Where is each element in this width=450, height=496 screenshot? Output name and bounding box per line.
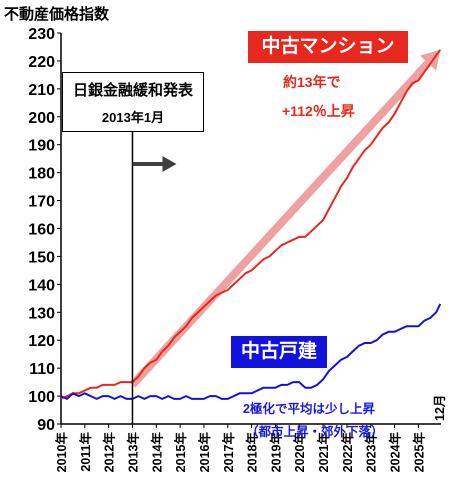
- mansion-series-line: [60, 49, 442, 400]
- x-tick-label: 2021年: [316, 432, 331, 473]
- boj-annotation-date: 2013年1月: [101, 110, 165, 125]
- x-tick-label: 2014年: [149, 432, 164, 473]
- boj-arrow-head: [162, 156, 177, 172]
- x-tick-label: 2017年: [221, 432, 236, 473]
- y-tick-label: 180: [28, 166, 55, 183]
- y-tick-label: 200: [28, 110, 55, 127]
- y-tick-label: 210: [28, 82, 55, 99]
- y-tick-label: 120: [28, 333, 55, 350]
- chart-title: 不動産価格指数: [4, 6, 110, 23]
- y-tick-label: 140: [28, 277, 55, 294]
- x-tick-label: 2025年: [411, 432, 426, 473]
- y-tick-label: 170: [28, 194, 55, 211]
- mansion-series-label: 中古マンション: [248, 31, 408, 63]
- mansion-note-line2: +112％上昇: [282, 103, 355, 119]
- y-tick-label: 130: [28, 305, 55, 322]
- y-tick-label: 190: [28, 138, 55, 155]
- x-tick-label: 2019年: [268, 432, 283, 473]
- x-tick-label: 2024年: [388, 432, 403, 473]
- x-tick-label: 2020年: [292, 432, 307, 473]
- mansion-note-line1: 約13年で: [283, 74, 341, 90]
- house-series-label: 中古戸建: [231, 336, 327, 368]
- x-tick-label: 2012年: [102, 432, 117, 473]
- boj-annotation-title: 日銀金融緩和発表: [72, 82, 193, 99]
- x-tick-label: 2013年: [125, 432, 140, 473]
- x-tick-label: 2011年: [78, 432, 93, 472]
- y-tick-label: 220: [28, 54, 55, 71]
- x-end-label: 12月: [433, 395, 447, 421]
- house-series-line: [60, 303, 442, 400]
- series-layer: [60, 49, 442, 400]
- y-tick-label: 100: [28, 389, 55, 406]
- trend-arrow-head: [420, 49, 441, 71]
- boj-annotation-box: 日銀金融緩和発表 2013年1月: [62, 72, 204, 132]
- house-note-line1: 2極化で平均は少し上昇: [243, 402, 375, 416]
- x-tick-label: 2018年: [245, 432, 260, 473]
- y-tick-label: 150: [28, 249, 55, 266]
- y-tick-label: 110: [29, 361, 55, 378]
- x-tick-label: 2016年: [197, 432, 212, 473]
- x-tick-label: 2015年: [173, 432, 188, 473]
- y-tick-label: 160: [28, 222, 55, 239]
- y-tick-label: 230: [28, 26, 55, 43]
- x-tick-label: 2022年: [340, 432, 355, 473]
- x-tick-label: 2010年: [54, 432, 69, 473]
- y-tick-label: 90: [37, 417, 55, 434]
- annotation-layer: [131, 130, 177, 424]
- axes: 90 100 110 120 130 140 150 160 170 180 190 200 210 22…: [28, 26, 447, 472]
- house-note-line2: （都市上昇・郊外下落）: [246, 425, 384, 439]
- x-tick-label: 2023年: [364, 432, 379, 473]
